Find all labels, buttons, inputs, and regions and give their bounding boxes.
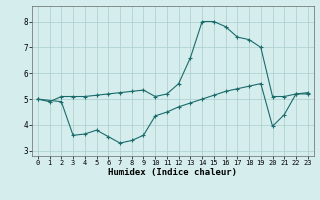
X-axis label: Humidex (Indice chaleur): Humidex (Indice chaleur)	[108, 168, 237, 177]
